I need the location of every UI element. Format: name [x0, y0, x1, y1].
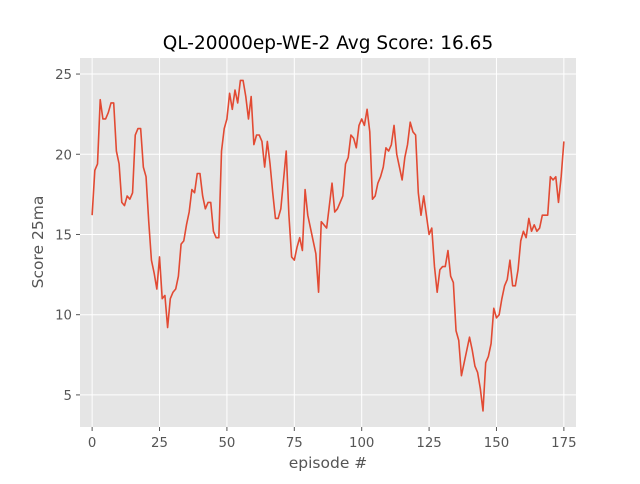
x-tick-label: 25	[151, 436, 168, 451]
y-tick-label: 15	[55, 228, 72, 243]
y-tick-label: 25	[55, 68, 72, 83]
y-tick-label: 10	[55, 309, 72, 324]
x-axis-ticks: 0 25 50 75 100 125 150 175	[88, 427, 577, 451]
series-layer	[91, 79, 565, 412]
x-tick-label: 150	[484, 436, 509, 451]
x-axis-label: episode #	[289, 454, 368, 472]
x-tick-label: 50	[218, 436, 235, 451]
x-tick-label: 175	[551, 436, 576, 451]
x-tick-label: 125	[416, 436, 441, 451]
x-tick-label: 0	[88, 436, 96, 451]
plot-area	[80, 58, 576, 427]
x-tick-label: 75	[286, 436, 303, 451]
y-tick-label: 5	[64, 389, 72, 404]
y-axis-ticks: 5 10 15 20 25	[55, 68, 80, 404]
x-tick-label: 100	[349, 436, 374, 451]
y-axis-label: Score 25ma	[29, 196, 47, 289]
y-tick-label: 20	[55, 148, 72, 163]
series-line	[91, 79, 565, 412]
chart-title: QL-20000ep-WE-2 Avg Score: 16.65	[163, 33, 493, 54]
